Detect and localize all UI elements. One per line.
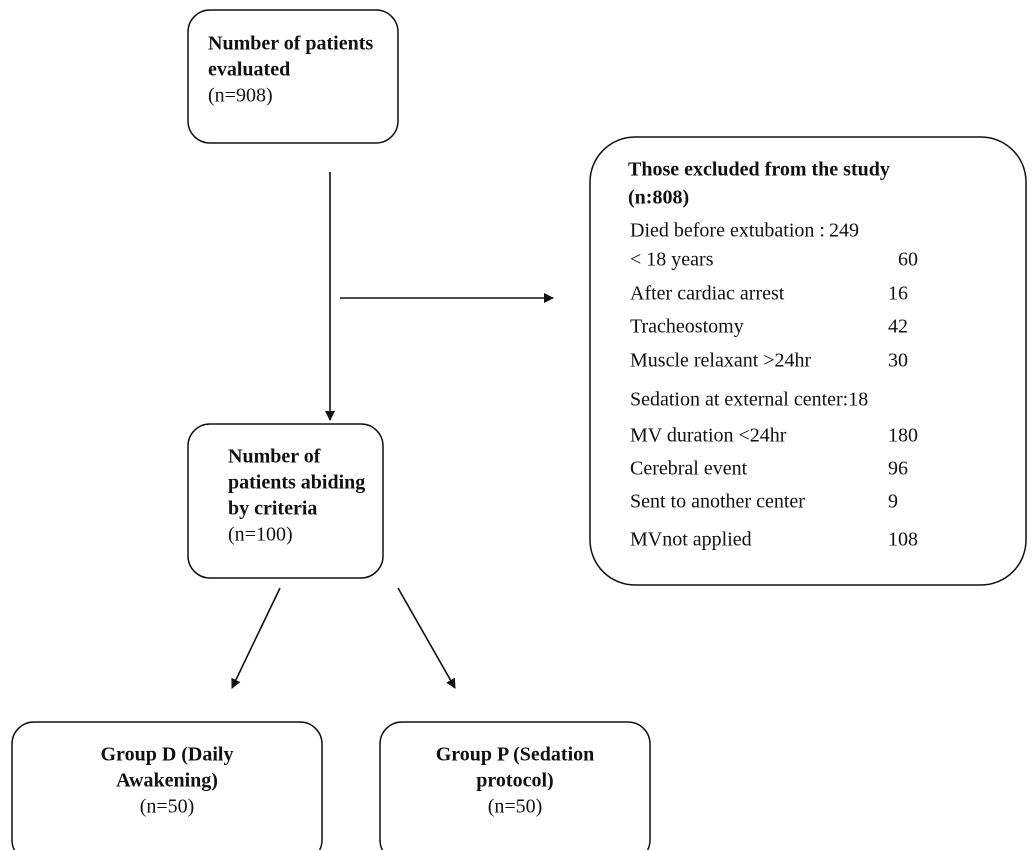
excluded-value: 108 xyxy=(888,529,918,551)
node-title: Group D (Daily xyxy=(101,744,234,766)
excluded-label: Tracheostomy xyxy=(630,316,744,338)
box-abiding xyxy=(187,423,384,579)
box-group-p xyxy=(379,721,651,850)
excluded-value: 9 xyxy=(888,491,898,513)
node-title: Group P (Sedation xyxy=(436,744,595,766)
excluded-label: MV duration <24hr xyxy=(630,425,787,447)
box-excluded xyxy=(589,136,1027,586)
labels: Number of patients evaluated (n=908) Number… xyxy=(101,33,918,818)
excluded-value: 42 xyxy=(888,316,908,338)
arrow xyxy=(397,587,456,689)
excluded-title: Those excluded from the study xyxy=(628,159,890,181)
excluded-label: Sent to another center xyxy=(630,491,805,513)
box-group-d xyxy=(11,721,323,850)
excluded-title: (n:808) xyxy=(628,187,689,209)
excluded-label: After cardiac arrest xyxy=(630,283,785,305)
excluded-label: Muscle relaxant >24hr xyxy=(630,350,812,372)
excluded-label: < 18 years xyxy=(630,249,714,271)
node-title: Number of patients xyxy=(208,33,373,55)
excluded-value: 60 xyxy=(898,249,918,271)
node-title: protocol) xyxy=(476,770,553,792)
excluded-value: 180 xyxy=(888,425,918,447)
node-count: (n=50) xyxy=(488,796,543,818)
node-title: by criteria xyxy=(228,498,317,520)
node-count: (n=100) xyxy=(228,524,293,546)
excluded-value: 30 xyxy=(888,350,908,372)
arrow xyxy=(231,587,281,689)
node-title: evaluated xyxy=(208,59,290,81)
excluded-label: Cerebral event xyxy=(630,458,748,480)
node-count: (n=908) xyxy=(208,85,273,107)
excluded-value: 16 xyxy=(888,283,908,305)
node-title: Number of xyxy=(228,446,321,468)
excluded-value: 249 xyxy=(829,220,859,242)
node-count: (n=50) xyxy=(140,796,195,818)
excluded-label: MVnot applied xyxy=(630,529,752,551)
excluded-label: Died before extubation : xyxy=(630,220,825,242)
excluded-value: 96 xyxy=(888,458,908,480)
box-evaluated xyxy=(187,9,399,144)
excluded-value: 18 xyxy=(848,389,868,411)
node-title: patients abiding xyxy=(228,472,365,494)
node-title: Awakening) xyxy=(116,770,218,792)
excluded-label: Sedation at external center: xyxy=(630,389,848,411)
